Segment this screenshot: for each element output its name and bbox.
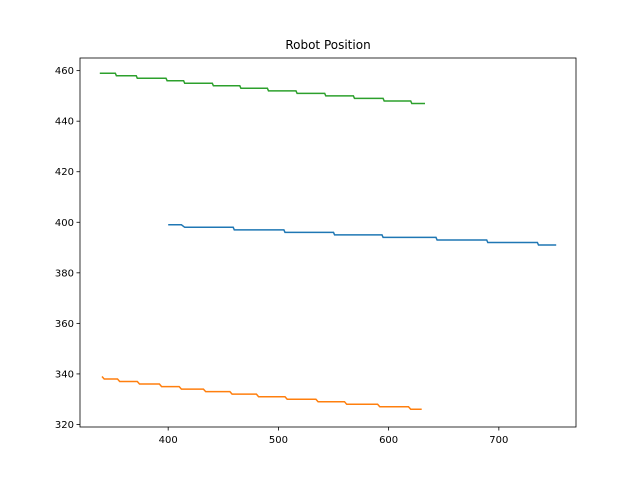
y-tick-label: 420 xyxy=(55,167,74,178)
y-tick-label: 400 xyxy=(55,218,74,229)
x-tick-label: 400 xyxy=(159,435,178,446)
y-tick-label: 320 xyxy=(55,420,74,431)
y-tick-label: 360 xyxy=(55,319,74,330)
y-tick-label: 340 xyxy=(55,369,74,380)
plot-frame xyxy=(79,57,577,428)
x-tick-label: 600 xyxy=(379,435,398,446)
axes-layer: 400 500 600 700 320 340 360 380 400 420 440 460 xyxy=(55,57,577,446)
series-line-2 xyxy=(101,376,422,411)
y-tick-label: 380 xyxy=(55,268,74,279)
series-line-1 xyxy=(168,224,557,246)
chart-title: Robot Position xyxy=(285,38,370,52)
x-tick-label: 700 xyxy=(489,435,508,446)
x-tick-label: 500 xyxy=(269,435,288,446)
series-layer xyxy=(99,72,557,411)
y-tick-label: 460 xyxy=(55,66,74,77)
series-line-3 xyxy=(99,72,425,105)
y-tick-label: 440 xyxy=(55,117,74,128)
